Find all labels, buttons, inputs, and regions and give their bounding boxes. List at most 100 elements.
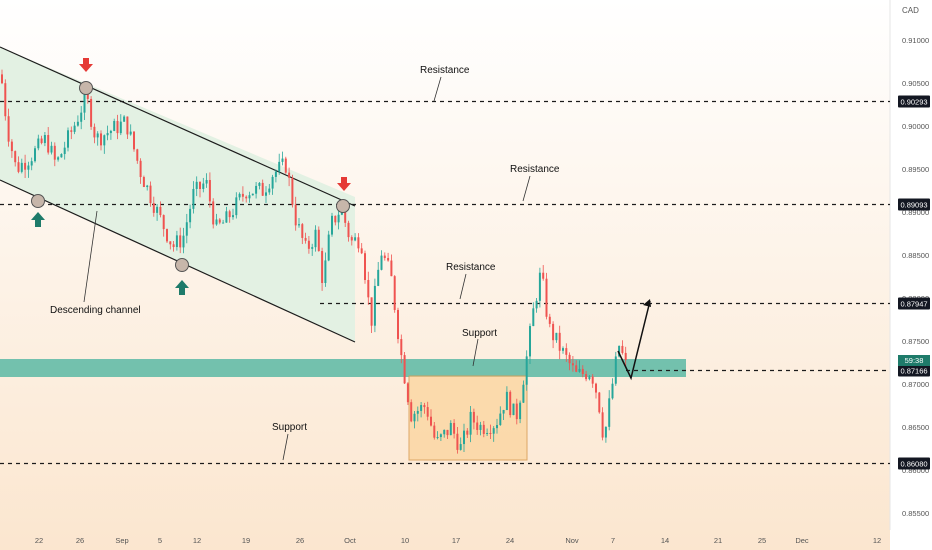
candle <box>103 134 106 154</box>
x-tick-label: 12 <box>193 536 201 545</box>
candle <box>446 429 449 439</box>
candle <box>304 232 307 244</box>
y-tick-label: 0.90500 <box>902 79 929 88</box>
down-arrow-icon <box>79 58 93 72</box>
x-tick-label: 10 <box>401 536 409 545</box>
candle <box>555 332 558 343</box>
candle <box>354 233 357 242</box>
candle <box>370 297 373 333</box>
candle <box>614 351 617 386</box>
candle <box>331 212 333 237</box>
markers <box>31 58 351 295</box>
touch-marker <box>336 199 350 213</box>
price-labels: 0.90293 0.89093 0.87947 0.87166 0.86080 59:38 <box>898 95 930 470</box>
price-label: 0.87947 <box>900 300 927 309</box>
candle <box>34 145 36 163</box>
x-tick-label: 26 <box>76 536 84 545</box>
y-tick-label: 0.90000 <box>902 122 929 131</box>
candle <box>373 278 376 333</box>
candle <box>406 382 409 406</box>
candle <box>393 275 396 313</box>
candle <box>512 403 515 416</box>
candle <box>350 235 353 246</box>
candle <box>502 409 505 420</box>
candle <box>466 428 469 438</box>
candle <box>410 399 413 423</box>
candle <box>588 374 591 381</box>
candle <box>152 196 155 217</box>
candle <box>618 345 621 358</box>
candle <box>202 177 205 193</box>
price-label-box <box>898 457 930 470</box>
candle <box>562 346 564 354</box>
candle <box>119 114 122 136</box>
candle <box>14 150 17 167</box>
candle <box>162 214 165 237</box>
candle <box>67 127 69 152</box>
candle <box>93 123 96 144</box>
candle <box>568 352 571 371</box>
candle <box>489 424 492 440</box>
candle <box>403 352 406 385</box>
candle <box>624 346 627 368</box>
candle <box>106 125 109 141</box>
up-arrow-icon <box>175 280 189 295</box>
price-label-box <box>898 95 930 108</box>
candle <box>149 181 152 207</box>
candle <box>608 390 611 431</box>
candle <box>126 116 129 140</box>
candle <box>519 400 522 424</box>
x-tick-label: Nov <box>565 536 579 545</box>
candle <box>4 79 7 121</box>
resistance-label: Resistance <box>446 262 496 273</box>
candle <box>509 390 512 418</box>
candle <box>591 374 594 388</box>
candle <box>30 157 33 171</box>
candle <box>538 267 541 308</box>
candle <box>40 135 43 145</box>
candle <box>578 360 581 373</box>
annotation-pointers <box>83 76 531 461</box>
candle <box>268 183 271 195</box>
candle <box>317 226 320 252</box>
candle <box>515 398 518 425</box>
candle <box>288 167 291 187</box>
resistance-label: Resistance <box>420 65 470 76</box>
candle <box>436 431 439 440</box>
candle <box>238 192 241 201</box>
candle <box>529 323 531 364</box>
resistance-label: Resistance <box>510 164 560 175</box>
price-label-box <box>898 364 930 377</box>
candle <box>261 179 264 197</box>
candle <box>314 225 317 252</box>
candle <box>169 241 172 250</box>
candle <box>205 173 208 188</box>
candle <box>245 195 248 203</box>
candle <box>542 265 545 281</box>
countdown-label: 59:38 <box>905 356 924 365</box>
candle <box>10 139 13 158</box>
candle <box>453 419 456 439</box>
candle <box>156 203 159 221</box>
x-tick-label: 26 <box>296 536 304 545</box>
candle <box>63 141 66 160</box>
candle <box>1 69 3 85</box>
candle <box>525 350 528 391</box>
price-label: 0.89093 <box>900 201 927 210</box>
price-label: 0.87166 <box>900 367 927 376</box>
candle <box>479 421 482 436</box>
candle <box>459 437 462 451</box>
candle <box>274 169 277 183</box>
candle <box>307 235 310 254</box>
x-tick-label: 17 <box>452 536 460 545</box>
candle <box>96 131 99 146</box>
candle <box>383 252 386 261</box>
x-tick-label: Dec <box>795 536 809 545</box>
time-axis-ticks: 22 26 Sep 5 12 19 26 Oct 10 17 24 Nov 7 14 21 25 Dec 12 <box>35 536 881 545</box>
candle <box>621 340 624 355</box>
candle <box>377 261 380 287</box>
candle <box>133 131 135 152</box>
candle <box>552 321 555 349</box>
candle <box>27 161 30 178</box>
